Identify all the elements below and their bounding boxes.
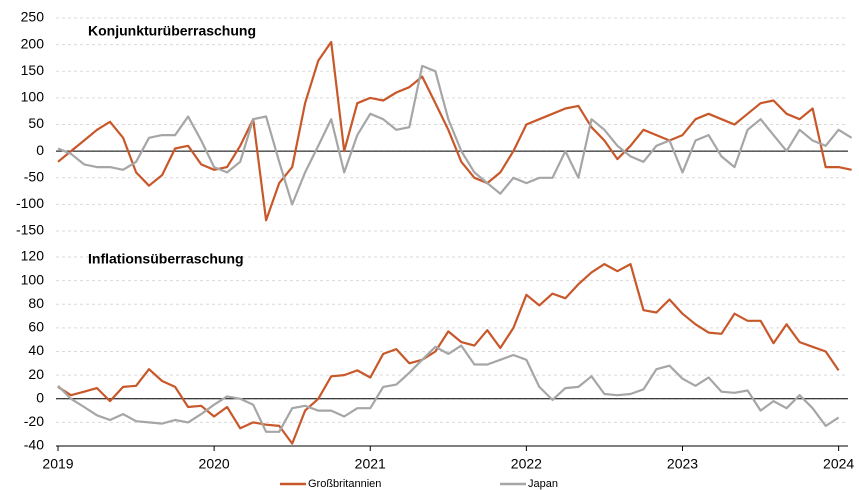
y-tick-label: 200 bbox=[21, 35, 45, 51]
y-tick-label: 150 bbox=[21, 62, 45, 78]
y-tick-label: 100 bbox=[21, 89, 45, 105]
y-tick-label: 0 bbox=[36, 142, 44, 158]
y-tick-label: 100 bbox=[21, 271, 45, 287]
y-tick-label: -20 bbox=[24, 413, 44, 429]
y-tick-label: -50 bbox=[24, 168, 44, 184]
y-tick-label: -150 bbox=[16, 222, 44, 238]
y-tick-label: 0 bbox=[36, 389, 44, 405]
series-line bbox=[57, 40, 852, 222]
x-tick-label: 2019 bbox=[42, 456, 73, 472]
series-line bbox=[57, 344, 840, 433]
y-tick-label: 20 bbox=[28, 366, 44, 382]
x-tick-label: 2021 bbox=[355, 456, 386, 472]
x-tick-label: 2023 bbox=[667, 456, 698, 472]
x-tick-label: 2020 bbox=[199, 456, 230, 472]
y-tick-label: 40 bbox=[28, 342, 44, 358]
x-tick-label: 2022 bbox=[511, 456, 542, 472]
y-tick-label: 60 bbox=[28, 319, 44, 335]
series-line bbox=[57, 64, 853, 206]
chart-title: Konjunkturüberraschung bbox=[88, 23, 256, 39]
y-tick-label: 50 bbox=[28, 115, 44, 131]
legend-label: Großbritannien bbox=[308, 478, 381, 490]
x-tick-label: 2024 bbox=[823, 456, 854, 472]
series-line bbox=[57, 263, 840, 445]
y-tick-label: 80 bbox=[28, 295, 44, 311]
chart-title: Inflationsüberraschung bbox=[88, 251, 244, 267]
legend-label: Japan bbox=[528, 478, 558, 490]
y-tick-label: 120 bbox=[21, 248, 45, 264]
y-tick-label: 250 bbox=[21, 9, 45, 25]
y-tick-label: -100 bbox=[16, 195, 44, 211]
y-tick-label: -40 bbox=[24, 437, 44, 453]
